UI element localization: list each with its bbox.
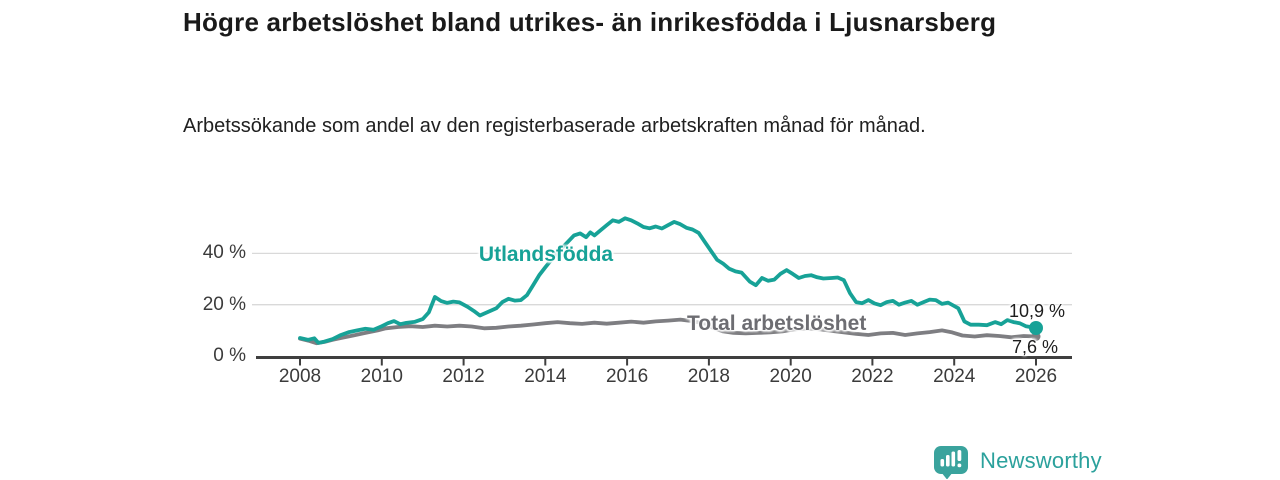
chart-title: Högre arbetslöshet bland utrikes- än inr…: [183, 7, 997, 37]
x-axis-label: 2026: [1014, 366, 1058, 387]
x-axis-label: 2016: [605, 366, 649, 387]
y-axis-label: 40 %: [202, 242, 246, 264]
newsworthy-branding: Newsworthy: [932, 443, 1102, 479]
end-value-label-utlandsfodda: 10,9 %: [1008, 301, 1065, 321]
x-axis-label: 2008: [278, 366, 322, 387]
y-axis-label: 20 %: [202, 293, 246, 315]
y-axis-label: 0 %: [213, 345, 246, 366]
x-axis-label: 2014: [524, 366, 567, 387]
series-label-utlandsfodda: Utlandsfödda: [478, 243, 614, 266]
end-value-label-total: 7,6 %: [1011, 337, 1058, 357]
chart-subtitle: Arbetssökande som andel av den registerb…: [183, 115, 926, 137]
series-line-utlandsfodda: [298, 216, 1038, 345]
x-axis-label: 2018: [687, 366, 731, 387]
newsworthy-brand-text: Newsworthy: [980, 448, 1102, 473]
series-line-total-arbetsloshet: [298, 317, 1038, 346]
x-axis-label: 2022: [851, 366, 894, 387]
x-axis-label: 2010: [360, 366, 403, 387]
series-label-total-arbetsloshet: Total arbetslöshet: [687, 312, 867, 335]
x-axis-label: 2024: [933, 366, 976, 387]
x-axis-label: 2020: [769, 366, 812, 387]
x-axis-label: 2012: [442, 366, 485, 387]
newsworthy-logo-icon: [934, 446, 968, 479]
end-dot-utlandsfodda: [1029, 321, 1043, 335]
